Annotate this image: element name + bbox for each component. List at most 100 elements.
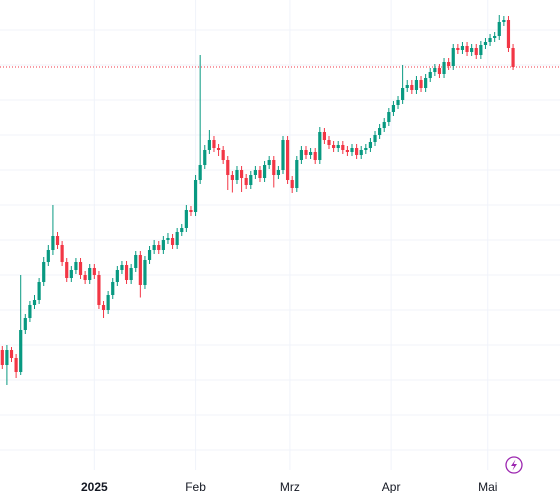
candle-body [138, 255, 142, 285]
candle-body [147, 250, 152, 260]
lightning-icon[interactable] [511, 459, 517, 471]
candle-body [166, 238, 170, 240]
candle-body [212, 140, 216, 148]
candle-body [14, 358, 18, 372]
candle-body [170, 238, 175, 245]
candle-body [332, 145, 336, 148]
candle-body [115, 270, 119, 282]
candle-body [189, 210, 193, 212]
candle-body [37, 282, 41, 300]
candle-body [235, 170, 239, 180]
candle-body [207, 140, 211, 150]
candle-body [488, 38, 492, 42]
candle-body [111, 282, 115, 295]
candle-body [281, 140, 285, 170]
candle-body [350, 148, 354, 152]
candle-body [285, 140, 290, 180]
candle-body [437, 68, 442, 74]
candle-body [378, 128, 382, 135]
candle-body [239, 170, 244, 178]
candle-body [483, 42, 488, 45]
candle-body [295, 160, 299, 188]
candle-body [175, 232, 179, 245]
lightning-button[interactable] [505, 456, 523, 474]
candle-body [401, 88, 405, 100]
candle-body [267, 160, 271, 165]
candle-body [19, 330, 23, 372]
candle-body [106, 295, 110, 310]
candle-body [120, 265, 124, 270]
x-tick-label: Mrz [280, 480, 300, 493]
candle-body [161, 240, 165, 250]
candle-body [304, 150, 308, 155]
candle-body [506, 20, 511, 48]
candle-body [433, 68, 437, 72]
candle-body [193, 180, 198, 212]
candle-body [258, 170, 262, 178]
candle-body [9, 350, 14, 358]
candle-body [97, 275, 101, 305]
candle-body [396, 100, 400, 105]
candle-body [387, 112, 391, 122]
grid [0, 0, 560, 470]
candle-body [359, 150, 363, 155]
candle-body [230, 175, 234, 180]
candle-body [419, 80, 423, 88]
candle-body [497, 22, 501, 36]
candle-body [460, 46, 465, 50]
x-tick-label: Mai [478, 480, 497, 493]
candle-body [88, 268, 92, 280]
candle-body [42, 262, 46, 282]
candle-body [345, 150, 350, 152]
candle-body [373, 135, 377, 142]
candle-body [465, 46, 469, 52]
candle-body [456, 48, 460, 50]
candle-body [74, 262, 78, 270]
candle-body [216, 148, 221, 150]
candle-body [322, 132, 327, 140]
candle-body [28, 305, 32, 318]
candle-body [308, 152, 313, 155]
candle-body [451, 48, 455, 66]
candle-body [253, 170, 257, 175]
candle-body [198, 165, 202, 180]
candle-body [447, 62, 451, 66]
candle-body [368, 142, 373, 148]
candle-body [180, 228, 184, 232]
candle-body [502, 20, 506, 22]
candle-body [391, 105, 396, 112]
candle-body [32, 300, 37, 305]
candle-body [157, 245, 161, 250]
candle-body [276, 170, 280, 175]
candle-body [410, 85, 414, 90]
candle-body [424, 78, 428, 88]
candle-body [479, 45, 483, 55]
candle-body [221, 150, 225, 160]
candle-body [5, 350, 9, 365]
candle-body [382, 122, 386, 128]
candle-body [23, 318, 27, 330]
candle-body [364, 148, 368, 150]
candles [0, 15, 560, 385]
candle-body [336, 145, 340, 148]
x-tick-label: Apr [382, 480, 401, 493]
candle-body [65, 262, 69, 278]
candle-body [414, 80, 419, 90]
candle-body [470, 48, 474, 52]
candle-body [184, 210, 188, 228]
candle-body [272, 160, 276, 175]
candle-body [474, 48, 478, 55]
candle-body [69, 270, 73, 278]
candle-body [226, 160, 230, 175]
candle-body [51, 236, 55, 250]
candle-body [134, 255, 138, 268]
candle-body [46, 250, 50, 262]
candle-body [55, 236, 60, 245]
candle-body [203, 150, 207, 165]
candle-body [124, 265, 129, 280]
candle-body [405, 85, 409, 88]
candle-body [313, 152, 317, 160]
candle-body [129, 268, 133, 280]
